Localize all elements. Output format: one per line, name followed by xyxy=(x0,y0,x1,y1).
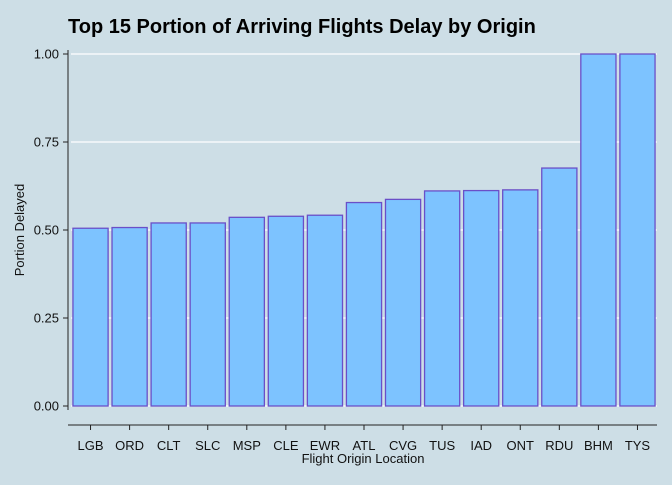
bar-lgb xyxy=(72,227,109,407)
y-tick-label: 1.00 xyxy=(34,47,59,62)
x-tick-label: CLT xyxy=(157,438,181,453)
bar-tys xyxy=(619,53,656,407)
bar-slc xyxy=(189,222,226,407)
x-tick-label: CVG xyxy=(389,438,417,453)
bar-iad xyxy=(462,189,500,407)
bar-ord xyxy=(111,226,148,407)
x-tick-label: ORD xyxy=(115,438,144,453)
bar-msp xyxy=(228,216,266,407)
x-tick-label: RDU xyxy=(545,438,573,453)
x-tick-label: CLE xyxy=(273,438,299,453)
x-tick-label: MSP xyxy=(233,438,261,453)
x-tick-label: TUS xyxy=(429,438,455,453)
chart-title: Top 15 Portion of Arriving Flights Delay… xyxy=(68,16,536,38)
x-tick-label: IAD xyxy=(470,438,492,453)
bar-bhm xyxy=(580,53,617,407)
x-axis-title: Flight Origin Location xyxy=(302,451,425,466)
x-tick-label: ATL xyxy=(353,438,376,453)
x-tick-label: BHM xyxy=(584,438,613,453)
axes: 0.00 0.25 0.50 0.75 1.00 LGB ORD CLT SLC MSP CLE EW… xyxy=(34,47,657,453)
x-tick-label: ONT xyxy=(507,438,535,453)
bar-ont xyxy=(502,189,539,407)
x-tick-label: LGB xyxy=(78,438,104,453)
x-tick-label: EWR xyxy=(310,438,340,453)
bar-atl xyxy=(345,201,383,407)
x-tick-label: SLC xyxy=(195,438,220,453)
y-tick-label: 0.50 xyxy=(34,223,59,238)
bar-clt xyxy=(150,222,187,407)
bars xyxy=(72,53,656,407)
y-tick-label: 0.75 xyxy=(34,135,59,150)
bar-ewr xyxy=(306,214,344,407)
bar-rdu xyxy=(541,167,578,407)
bar-tus xyxy=(423,190,461,407)
x-tick-label: TYS xyxy=(625,438,651,453)
y-tick-label: 0.00 xyxy=(34,399,59,414)
bar-cle xyxy=(267,215,305,407)
y-axis-title: Portion Delayed xyxy=(12,184,27,277)
bar-cvg xyxy=(384,198,422,407)
y-tick-label: 0.25 xyxy=(34,311,59,326)
